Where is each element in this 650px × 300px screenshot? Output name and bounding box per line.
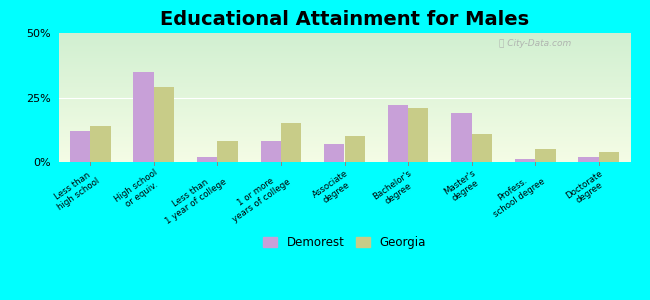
Title: Educational Attainment for Males: Educational Attainment for Males — [160, 10, 529, 29]
Bar — [197, 157, 217, 162]
Bar — [133, 72, 154, 162]
Bar — [261, 141, 281, 162]
Bar — [344, 136, 365, 162]
Bar — [217, 141, 238, 162]
Bar — [472, 134, 492, 162]
Bar — [154, 87, 174, 162]
Bar — [281, 123, 302, 162]
Bar — [90, 126, 110, 162]
Legend: Demorest, Georgia: Demorest, Georgia — [263, 236, 426, 249]
Bar — [324, 144, 345, 162]
Bar — [387, 105, 408, 162]
Bar — [535, 149, 556, 162]
Bar — [451, 113, 472, 162]
Bar — [599, 152, 619, 162]
Text: ⓘ City-Data.com: ⓘ City-Data.com — [499, 39, 571, 48]
Bar — [70, 131, 90, 162]
Bar — [578, 157, 599, 162]
Bar — [515, 159, 535, 162]
Bar — [408, 108, 428, 162]
